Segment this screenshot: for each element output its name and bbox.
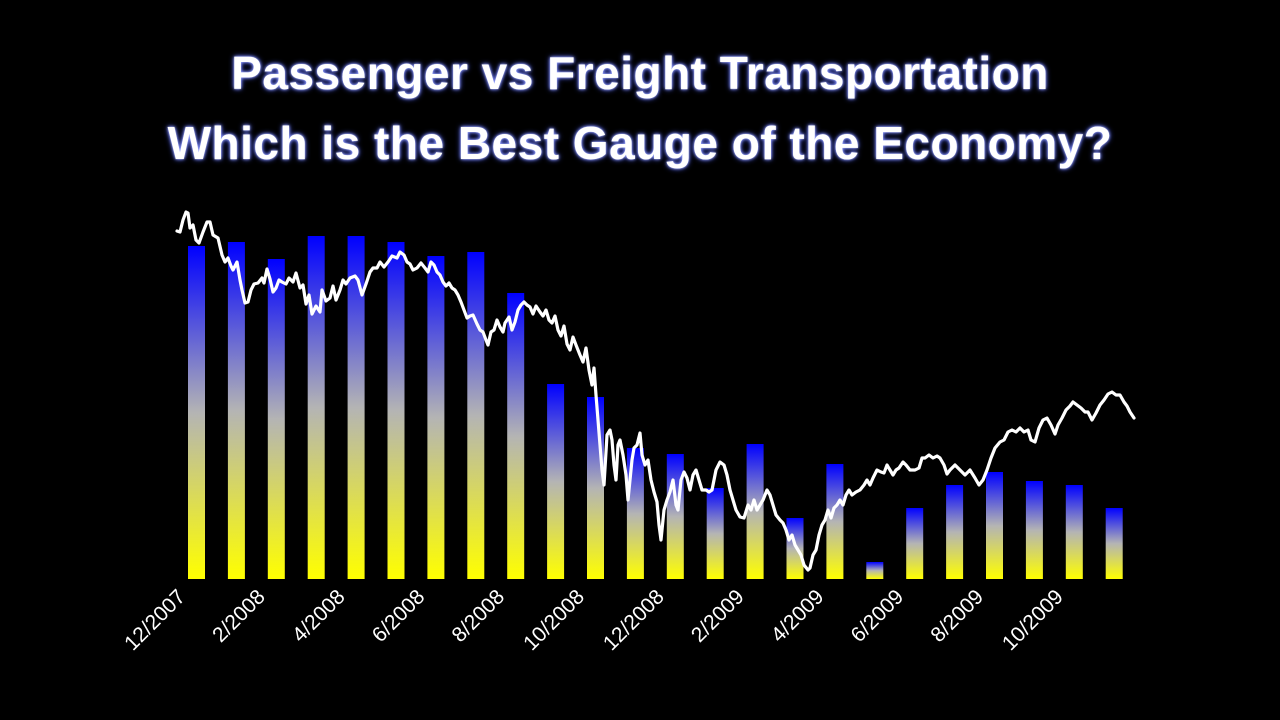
bar-7-2009 xyxy=(946,485,964,579)
bar-2-2008 xyxy=(267,259,285,579)
bar-12-2007 xyxy=(188,246,205,579)
x-tick-label: 2/2009 xyxy=(687,585,749,647)
bar-12-2008 xyxy=(666,454,684,579)
bar-5-2009 xyxy=(866,562,884,579)
x-tick-label: 12/2007 xyxy=(120,585,190,655)
bar-6-2009 xyxy=(906,508,924,579)
bar-6-2008 xyxy=(427,256,445,579)
bar-series xyxy=(188,236,1123,579)
x-tick-label: 6/2009 xyxy=(847,585,909,647)
bar-8-2008 xyxy=(507,293,525,579)
bar-3-2009 xyxy=(786,518,804,579)
x-tick-label: 10/2008 xyxy=(519,585,589,655)
bar-2-2009 xyxy=(746,444,764,579)
bar-5-2008 xyxy=(387,242,405,579)
bar-4-2009 xyxy=(826,464,844,579)
chart-title-line-2: Which is the Best Gauge of the Economy? xyxy=(167,117,1113,169)
bar-4-2008 xyxy=(347,236,365,579)
x-tick-label: 8/2008 xyxy=(448,585,510,647)
x-tick-label: 6/2008 xyxy=(368,585,430,647)
x-axis-labels: 12/2007 2/2008 4/2008 6/2008 8/2008 10/2008 12… xyxy=(120,585,1068,655)
x-tick-label: 10/2009 xyxy=(998,585,1068,655)
chart-title-line-1: Passenger vs Freight Transportation xyxy=(231,47,1049,99)
bar-11-2009 xyxy=(1105,508,1123,579)
line-series xyxy=(175,210,1136,572)
x-tick-label: 4/2008 xyxy=(288,585,350,647)
x-tick-label: 12/2008 xyxy=(599,585,669,655)
bar-9-2008 xyxy=(547,384,565,579)
bar-11-2008 xyxy=(626,448,644,579)
bar-9-2009 xyxy=(1025,481,1043,579)
x-tick-label: 4/2009 xyxy=(767,585,829,647)
bar-1-2008 xyxy=(227,242,245,579)
bar-7-2008 xyxy=(467,252,485,579)
x-tick-label: 8/2009 xyxy=(926,585,988,647)
bar-10-2009 xyxy=(1065,485,1083,579)
bar-3-2008 xyxy=(307,236,325,579)
bar-10-2008 xyxy=(587,397,604,579)
bar-1-2009 xyxy=(706,488,724,579)
bar-8-2009 xyxy=(986,472,1003,579)
x-tick-label: 2/2008 xyxy=(208,585,270,647)
